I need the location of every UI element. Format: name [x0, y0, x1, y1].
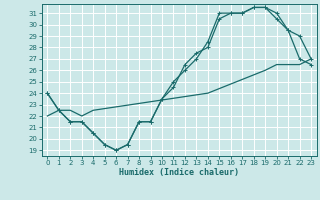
X-axis label: Humidex (Indice chaleur): Humidex (Indice chaleur): [119, 168, 239, 177]
